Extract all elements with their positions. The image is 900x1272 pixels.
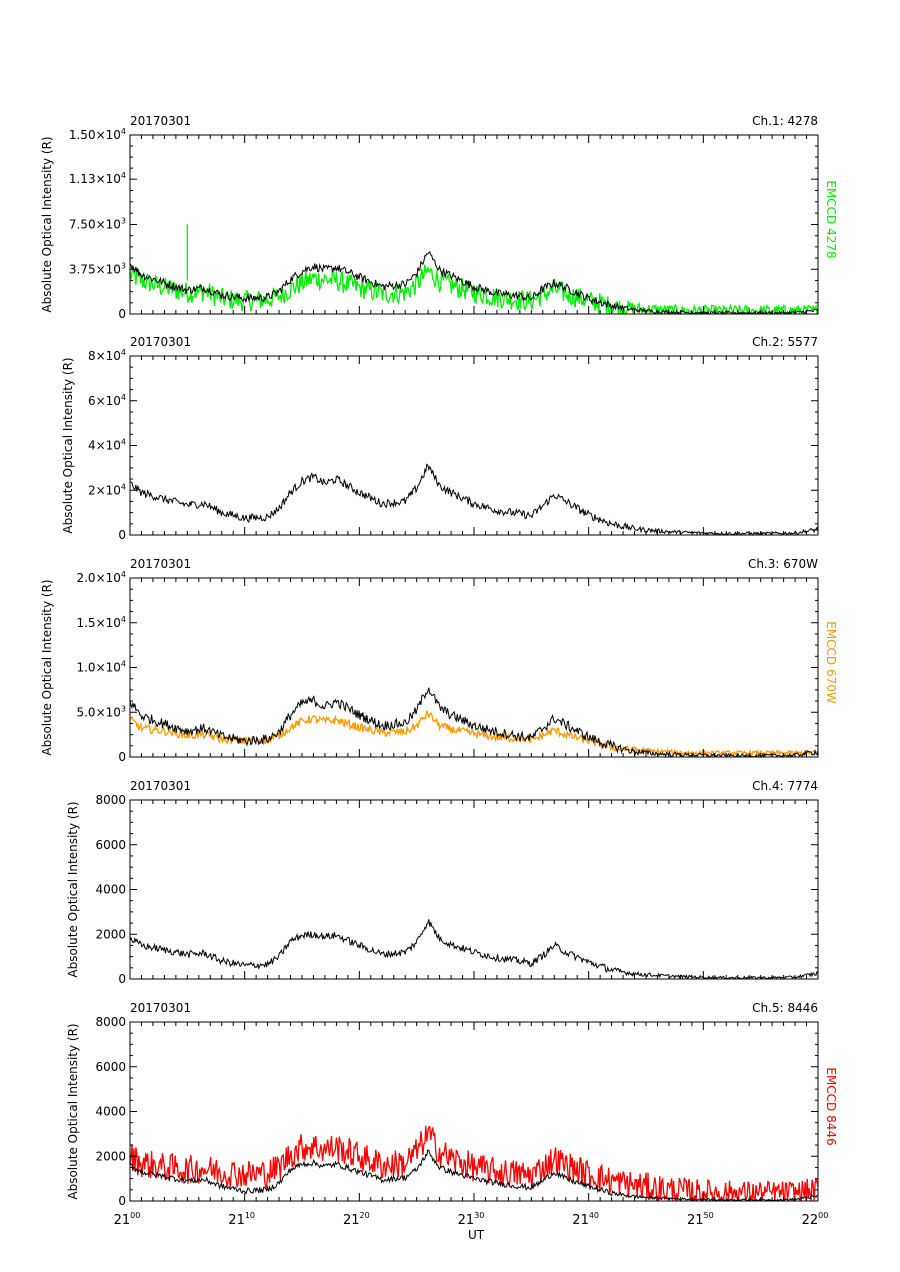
series-line-1 [130,710,818,757]
panel-channel-label: Ch.3: 670W [748,557,818,571]
y-axis-title: Absolute Optical Intensity (R) [66,1023,80,1199]
emccd-label: EMCCD 670W [824,621,838,704]
panels: 0 3.75×103 7.50×103 1.13×104 1.50×104 2017030… [40,114,838,1208]
y-tick-label: 0 [118,528,126,542]
x-tick-label: 2120 [343,1211,370,1228]
emccd-label: EMCCD 4278 [824,180,838,258]
y-axis-title: Absolute Optical Intensity (R) [40,579,54,755]
x-tick-label: 2110 [228,1211,255,1228]
x-axis-labels: 2100 2110 2120 2130 2140 2150 2200 [114,1211,829,1228]
series-line-1 [130,463,818,535]
panel-ch3: 0 5.0×103 1.0×104 1.5×104 2.0×104 20170301 Ch.… [40,557,838,764]
panel-ch2: 0 2×104 4×104 6×104 8×104 20170301 Ch.2: 5577 A… [61,335,819,542]
y-tick-label: 4000 [95,1105,126,1119]
panel-date-label: 20170301 [130,779,191,793]
plot-frame [129,577,819,758]
y-tick-label: 1.50×104 [69,127,126,142]
panel-channel-label: Ch.2: 5577 [752,335,818,349]
y-tick-label: 4000 [95,883,126,897]
y-axis-title: Absolute Optical Intensity (R) [40,136,54,312]
y-tick-label: 7.50×103 [69,217,126,232]
y-tick-label: 2×104 [88,482,126,497]
y-tick-label: 2.0×104 [76,570,126,585]
y-tick-label: 2000 [95,927,126,941]
panel-date-label: 20170301 [130,1001,191,1015]
panel-ch4: 0 2000 4000 6000 8000 20170301 Ch.4: 7774 Absol… [66,779,819,986]
y-tick-label: 8000 [95,1015,126,1029]
y-tick-label: 0 [118,750,126,764]
y-axis-title: Absolute Optical Intensity (R) [66,801,80,977]
plot-frame [129,1021,819,1202]
y-tick-label: 8000 [95,793,126,807]
x-tick-label: 2140 [572,1211,599,1228]
panel-date-label: 20170301 [130,114,191,128]
y-tick-label: 1.0×104 [76,660,126,675]
y-tick-label: 3.75×103 [69,261,126,276]
panel-channel-label: Ch.4: 7774 [752,779,818,793]
y-tick-label: 1.13×104 [69,171,126,186]
series-line-2 [130,687,818,757]
x-tick-label: 2130 [458,1211,485,1228]
series-line-1 [130,919,818,979]
x-tick-label: 2200 [802,1211,829,1228]
y-tick-label: 6000 [95,1060,126,1074]
panel-date-label: 20170301 [130,335,191,349]
y-tick-label: 4×104 [88,438,126,453]
y-tick-label: 0 [118,1194,126,1208]
y-tick-label: 8×104 [88,348,126,363]
x-axis-title: UT [468,1228,485,1242]
y-tick-label: 5.0×103 [76,704,126,719]
y-axis-title: Absolute Optical Intensity (R) [61,357,75,533]
plot-frame [129,355,819,536]
panel-ch1: 0 3.75×103 7.50×103 1.13×104 1.50×104 2017030… [40,114,838,321]
y-tick-label: 6×104 [88,393,126,408]
panel-channel-label: Ch.5: 8446 [752,1001,818,1015]
y-tick-label: 1.5×104 [76,615,126,630]
panel-ch5: 0 2000 4000 6000 8000 20170301 Ch.5: 8446 Absol… [66,1001,838,1208]
x-tick-label: 2150 [687,1211,714,1228]
y-tick-label: 2000 [95,1149,126,1163]
y-tick-label: 6000 [95,838,126,852]
y-tick-label: 0 [118,972,126,986]
emccd-label: EMCCD 8446 [824,1067,838,1145]
panel-channel-label: Ch.1: 4278 [752,114,818,128]
x-tick-label: 2100 [114,1211,141,1228]
series-line-1 [130,1125,818,1201]
panel-date-label: 20170301 [130,557,191,571]
y-tick-label: 0 [118,307,126,321]
